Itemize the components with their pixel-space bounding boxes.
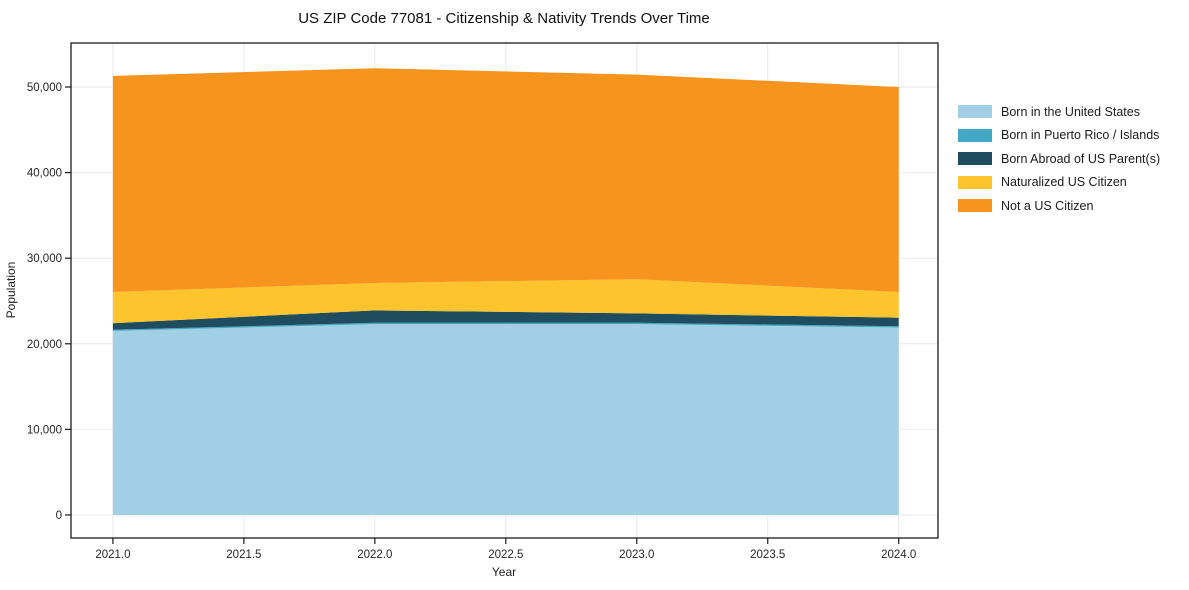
legend-item: Born in Puerto Rico / Islands	[958, 124, 1160, 148]
x-tick-label: 2022.0	[357, 549, 392, 561]
x-tick-label: 2021.5	[226, 549, 261, 561]
area-series-3-naturalized-us-citizen	[112, 279, 899, 324]
chart-legend: Born in the United States Born in Puerto …	[958, 100, 1160, 218]
area-series-2-born-abroad-of-us-parent-s-	[112, 310, 899, 330]
x-axis-label: Year	[492, 565, 516, 579]
y-tick-label: 30,000	[27, 253, 62, 265]
legend-item: Naturalized US Citizen	[958, 171, 1160, 195]
plot-border	[70, 42, 939, 539]
plot-box	[70, 42, 939, 539]
x-tick-label: 2024.0	[881, 549, 916, 561]
legend-item: Born in the United States	[958, 100, 1160, 124]
y-tick-label: 20,000	[27, 339, 62, 351]
x-tick-label: 2021.0	[95, 549, 130, 561]
legend-swatch	[958, 199, 992, 213]
area-series-0-born-in-the-united-states	[112, 324, 899, 515]
legend-item: Born Abroad of US Parent(s)	[958, 147, 1160, 171]
legend-label: Born Abroad of US Parent(s)	[1001, 151, 1161, 166]
y-tick-label: 0	[56, 510, 62, 522]
legend-label: Naturalized US Citizen	[1001, 175, 1127, 190]
legend-swatch	[958, 152, 992, 166]
x-tick-label: 2023.0	[619, 549, 654, 561]
area-series-1-born-in-puerto-rico-islands	[112, 322, 899, 331]
x-tick-label: 2022.5	[488, 549, 523, 561]
y-axis-label: Population	[4, 262, 18, 319]
y-tick-label: 40,000	[27, 168, 62, 180]
legend-label: Born in the United States	[1001, 104, 1140, 119]
legend-item: Not a US Citizen	[958, 194, 1160, 218]
y-tick-label: 10,000	[27, 424, 62, 436]
legend-swatch	[958, 128, 992, 142]
y-tick-label: 50,000	[27, 82, 62, 94]
legend-swatch	[958, 175, 992, 189]
chart-title: US ZIP Code 77081 - Citizenship & Nativi…	[298, 10, 710, 27]
tick-layer: 2021.0 2021.5 2022.0 2022.5 2023.0 2023.5 2024…	[27, 82, 916, 561]
area-layer	[112, 68, 899, 515]
legend-label: Born in Puerto Rico / Islands	[1001, 128, 1160, 143]
x-tick-label: 2023.5	[750, 549, 785, 561]
legend-swatch	[958, 105, 992, 119]
area-series-4-not-a-us-citizen	[112, 68, 899, 292]
legend-label: Not a US Citizen	[1001, 198, 1094, 213]
